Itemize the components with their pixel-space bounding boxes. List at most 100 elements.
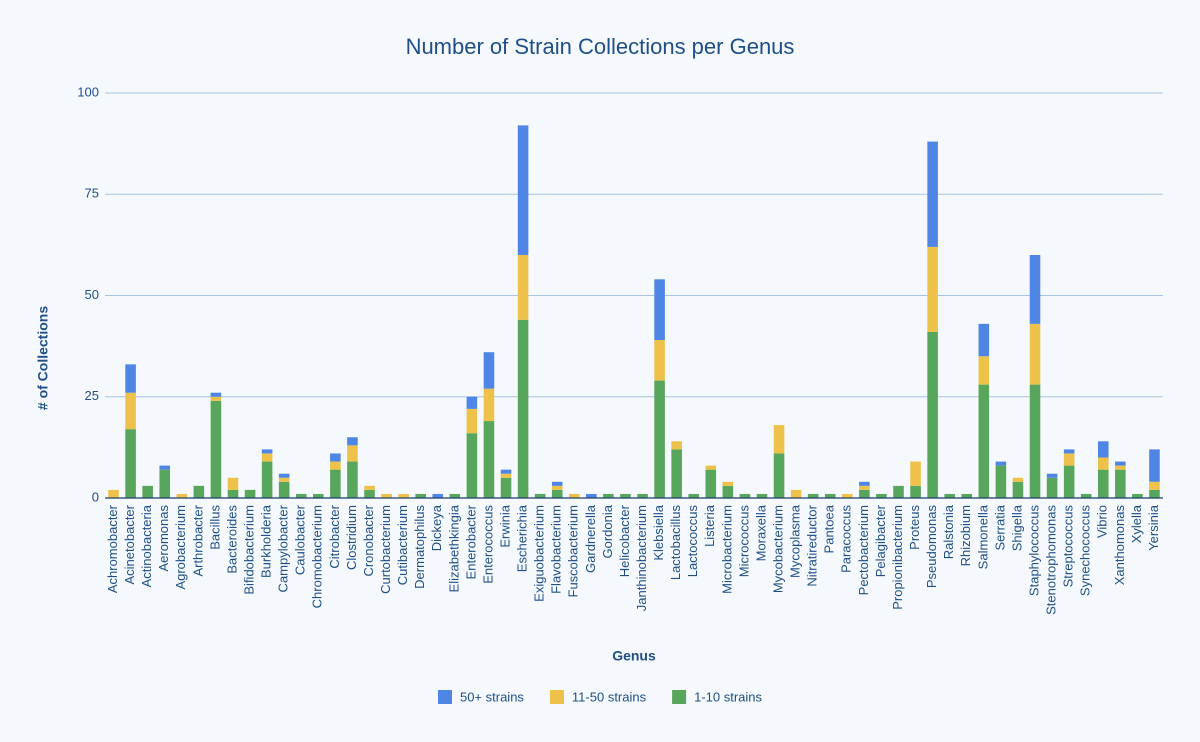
x-tick-label: Bacteroides — [224, 505, 239, 574]
x-tick-label: Fuscobacterium — [566, 505, 581, 597]
bar-segment — [483, 352, 495, 389]
bar-segment — [534, 493, 546, 498]
bar-segment — [159, 469, 171, 498]
bar-segment — [347, 437, 358, 446]
bar-segment — [568, 493, 580, 498]
x-tick-label: Agrobacterium — [173, 505, 188, 590]
bar-segment — [961, 493, 973, 498]
bar-segment — [927, 246, 938, 332]
y-tick-label: 100 — [77, 84, 99, 99]
bar-segment — [739, 493, 751, 498]
x-tick-label: Rhizobium — [958, 505, 973, 566]
bar-segment — [500, 473, 512, 478]
bar-segment — [671, 449, 682, 498]
x-tick-label: Microbacterium — [719, 505, 734, 594]
x-tick-label: Moraxella — [753, 504, 768, 561]
bar-segment — [1012, 477, 1024, 482]
bar-segment — [551, 489, 563, 498]
y-axis-title: # of Collections — [35, 306, 51, 410]
bar-segment — [1149, 481, 1160, 490]
x-tick-label: Pectobacterium — [856, 505, 871, 595]
bar-segment — [483, 388, 495, 422]
x-tick-label: Cutibacterium — [395, 505, 410, 585]
bar-segment — [125, 429, 136, 498]
x-tick-label: Gordonia — [600, 504, 615, 558]
x-tick-label: Dickeya — [429, 504, 444, 551]
x-axis-title: Genus — [612, 648, 656, 664]
bar-segment — [483, 421, 495, 498]
y-tick-label: 0 — [92, 489, 99, 504]
bar-segment — [876, 493, 887, 498]
bar-segment — [1063, 465, 1075, 498]
x-tick-label: Gardnerella — [583, 504, 598, 573]
x-tick-label: Propionibacterium — [890, 505, 905, 610]
x-tick-label: Acinetobacter — [122, 504, 137, 584]
bar-segment — [125, 392, 136, 430]
bar-segment — [517, 125, 529, 256]
x-tick-label: Mycoplasma — [788, 504, 803, 578]
bar-segment — [807, 493, 819, 498]
x-tick-label: Dermatophilus — [412, 505, 427, 589]
y-tick-label: 75 — [85, 186, 99, 201]
bar-segment — [824, 493, 836, 498]
x-tick-label: Serratia — [992, 504, 1007, 550]
x-tick-label: Staphylococcus — [1026, 505, 1041, 597]
bar-segment — [654, 340, 665, 381]
bar-segment — [108, 489, 119, 498]
bar-segment — [193, 485, 205, 498]
bar-segment — [910, 485, 921, 498]
x-tick-label: Proteus — [907, 505, 922, 550]
chart-title: Number of Strain Collections per Genus — [406, 34, 795, 59]
x-tick-label: Burkholderia — [259, 504, 274, 578]
bar-segment — [381, 493, 392, 498]
bar-segment — [1097, 441, 1109, 458]
bar-segment — [449, 493, 461, 498]
bar-segment — [466, 408, 478, 434]
bar-segment — [1029, 255, 1041, 324]
bar-segment — [517, 255, 529, 320]
bar-segment — [722, 485, 734, 498]
bar-segment — [466, 396, 478, 409]
bar-segment — [671, 441, 682, 450]
legend-swatch — [437, 690, 452, 704]
x-tick-label: Escherichia — [515, 504, 530, 572]
bar-segment — [705, 465, 717, 470]
bar-segment — [1046, 473, 1058, 478]
bar-segment — [500, 477, 512, 498]
x-tick-label: Synechococcus — [1078, 505, 1093, 597]
bar-segment — [227, 477, 239, 490]
bar-segment — [893, 485, 904, 498]
x-tick-label: Achromobacter — [105, 504, 120, 593]
bar-segment — [347, 461, 358, 498]
bar-segment — [159, 465, 171, 470]
bar-segment — [910, 461, 921, 486]
x-tick-label: Caulobacter — [293, 504, 308, 575]
bar-segment — [1029, 323, 1041, 385]
x-tick-label: Vibrio — [1095, 505, 1110, 538]
bar-segment — [586, 493, 597, 498]
x-tick-label: Aeromonas — [156, 505, 171, 572]
legend-label: 11-50 strains — [572, 689, 647, 704]
bar-segment — [295, 493, 307, 498]
bar-segment — [278, 477, 290, 482]
bar-segment — [364, 489, 375, 498]
legend-swatch — [672, 690, 687, 704]
x-tick-label: Enterobacter — [463, 504, 478, 579]
bar-segment — [551, 481, 563, 486]
bar-segment — [1063, 453, 1075, 466]
x-tick-label: Pelagibacter — [873, 504, 888, 577]
x-tick-label: Nitratireductor — [805, 504, 820, 586]
bar-segment — [773, 425, 785, 454]
bar-segment — [927, 331, 938, 498]
bar-segment — [773, 453, 785, 498]
x-tick-label: Klebsiella — [651, 504, 666, 560]
bar-segment — [210, 400, 222, 498]
bar-segment — [244, 489, 256, 498]
bar-segment — [261, 453, 273, 462]
x-tick-label: Arthrobacter — [190, 504, 205, 576]
bar-segment — [995, 465, 1007, 498]
x-tick-label: Mycobacterium — [770, 505, 785, 593]
bar-segment — [125, 364, 136, 393]
bar-segment — [261, 449, 273, 454]
